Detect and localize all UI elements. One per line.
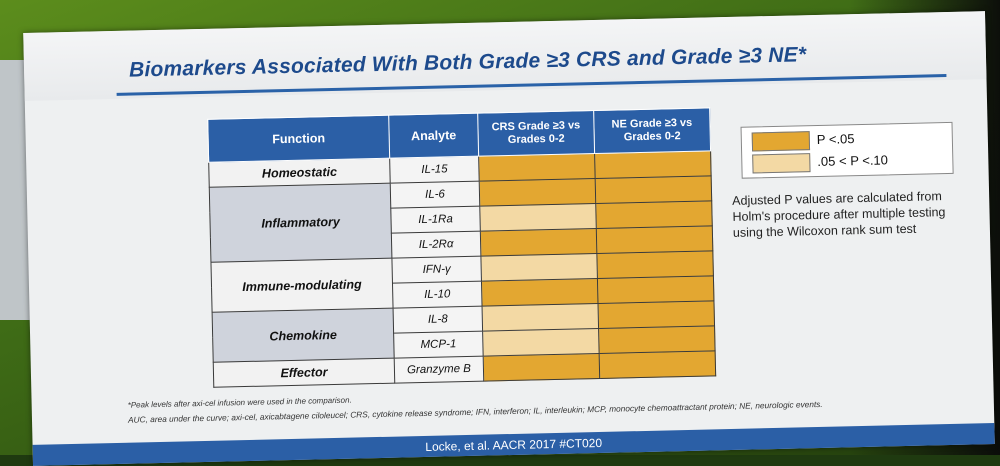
function-cell: Immune-modulating	[210, 258, 394, 313]
ne-cell	[596, 225, 713, 254]
analyte-cell: IL-15	[389, 156, 480, 184]
analyte-cell: IL-10	[392, 281, 483, 309]
footnote-peak: *Peak levels after axi-cel infusion were…	[127, 395, 352, 410]
legend: P <.05 .05 < P <.10	[740, 121, 954, 179]
crs-cell	[481, 278, 598, 307]
function-cell: Chemokine	[212, 308, 395, 363]
ne-cell	[597, 275, 714, 304]
header-crs: CRS Grade ≥3 vs Grades 0-2	[477, 110, 595, 157]
analyte-cell: IL-1Ra	[390, 206, 481, 234]
header-ne: NE Grade ≥3 vs Grades 0-2	[593, 107, 711, 154]
crs-cell	[479, 203, 597, 232]
ne-cell	[595, 175, 712, 204]
function-cell: Inflammatory	[209, 183, 392, 263]
crs-cell	[480, 228, 597, 257]
legend-swatch-trend	[752, 153, 811, 174]
ne-cell	[597, 300, 715, 329]
function-cell: Effector	[213, 358, 395, 388]
crs-cell	[483, 353, 600, 382]
analyte-cell: Granzyme B	[394, 356, 484, 384]
analyte-cell: IFN-γ	[391, 256, 482, 284]
biomarker-table: Function Analyte CRS Grade ≥3 vs Grades …	[207, 107, 716, 388]
method-note: Adjusted P values are calculated from Ho…	[732, 189, 946, 240]
slide: Biomarkers Associated With Both Grade ≥3…	[23, 11, 995, 466]
ne-cell	[596, 250, 714, 279]
ne-cell	[598, 325, 716, 354]
analyte-cell: IL-2Rα	[391, 231, 481, 259]
crs-cell	[478, 153, 596, 182]
legend-swatch-significant	[751, 131, 811, 152]
crs-cell	[482, 303, 599, 332]
legend-label-trend: .05 < P <.10	[817, 152, 889, 169]
legend-label-significant: P <.05	[816, 131, 855, 147]
header-analyte: Analyte	[388, 113, 479, 159]
analyte-cell: IL-8	[393, 306, 483, 334]
ne-cell	[595, 200, 713, 229]
analyte-cell: IL-6	[390, 181, 480, 209]
ne-cell	[594, 150, 712, 179]
crs-cell	[479, 178, 596, 207]
crs-cell	[482, 328, 600, 357]
crs-cell	[480, 253, 598, 282]
header-function: Function	[207, 115, 390, 163]
ne-cell	[599, 350, 716, 379]
analyte-cell: MCP-1	[393, 331, 484, 359]
